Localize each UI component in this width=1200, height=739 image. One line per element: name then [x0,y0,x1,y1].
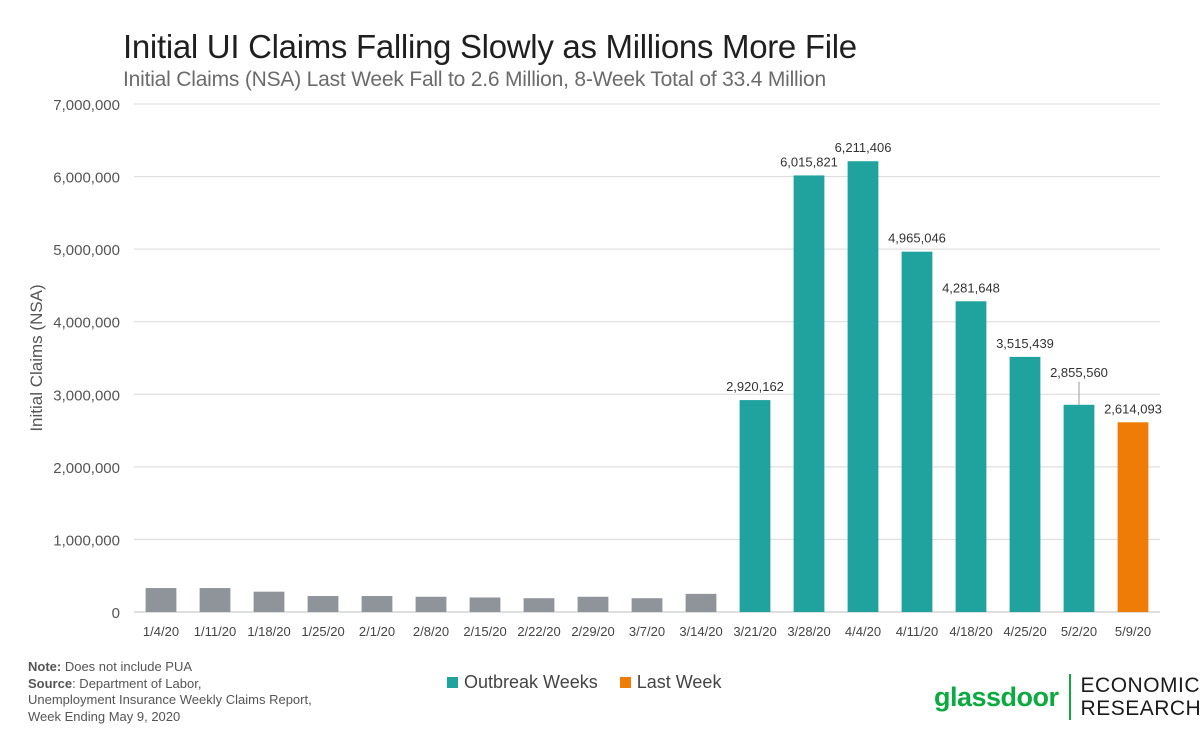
data-label: 6,211,406 [835,140,892,155]
x-tick-label: 5/2/20 [1061,624,1097,639]
logo-line-2: RESEARCH [1080,697,1200,720]
glassdoor-logo: glassdoor ECONOMIC RESEARCH [934,674,1200,720]
data-label: 4,965,046 [888,231,946,246]
x-tick-label: 3/28/20 [787,624,830,639]
bar [1009,356,1041,612]
bars [145,161,1149,613]
bar [793,175,825,612]
chart-subtitle: Initial Claims (NSA) Last Week Fall to 2… [123,68,826,91]
x-tick-label: 1/4/20 [143,624,179,639]
y-tick-label: 3,000,000 [53,387,120,404]
bar [1117,422,1149,612]
logo-wordmark: glassdoor [934,681,1059,712]
bar [253,591,285,612]
x-tick-label: 2/8/20 [413,624,449,639]
y-tick-label: 2,000,000 [53,460,120,477]
x-tick-label: 2/29/20 [571,624,614,639]
bar [685,593,717,612]
bar [307,596,339,612]
y-axis-ticks: 0 1,000,000 2,000,000 3,000,000 4,000,000 5,0… [53,97,120,622]
data-label: 2,614,093 [1104,401,1162,416]
legend-label-last-week: Last Week [636,672,722,692]
legend-swatch-outbreak [447,677,458,688]
bar [523,598,555,612]
source-label: Source [28,675,73,691]
x-axis-ticks: 1/4/20 1/11/20 1/18/20 1/25/20 2/1/20 2/8/20 2… [143,624,1151,639]
x-tick-label: 2/1/20 [359,624,395,639]
data-label: 6,015,821 [780,154,838,169]
source-line-3: Unemployment Insurance Weekly Claims Rep… [28,692,312,707]
x-tick-label: 3/7/20 [629,624,665,639]
legend-item-last-week: Last Week [619,672,722,693]
x-tick-label: 5/9/20 [1115,624,1151,639]
x-tick-label: 3/14/20 [679,624,722,639]
y-tick-label: 6,000,000 [53,170,120,187]
y-tick-label: 5,000,000 [53,242,120,259]
logo-line-1: ECONOMIC [1080,674,1200,697]
logo-economic-research: ECONOMIC RESEARCH [1081,674,1200,720]
data-label: 3,515,439 [996,336,1054,351]
y-tick-label: 4,000,000 [53,315,120,332]
chart-title: Initial UI Claims Falling Slowly as Mill… [123,28,857,65]
bar [199,588,231,612]
bar-chart: 0 1,000,000 2,000,000 3,000,000 4,000,000 5,0… [27,97,1162,639]
logo-divider [1068,674,1071,720]
note-label: Note: [28,659,62,674]
bar [469,597,501,612]
legend-swatch-last-week [619,677,631,688]
bar [955,301,987,612]
x-tick-label: 4/18/20 [949,624,992,639]
y-tick-label: 7,000,000 [53,97,120,114]
y-tick-label: 1,000,000 [53,532,120,549]
gridlines [134,103,1160,613]
y-axis-label: Initial Claims (NSA) [27,284,46,431]
source-text: : Department of Labor, [72,675,202,691]
bar [361,596,393,612]
x-tick-label: 3/21/20 [733,624,776,639]
bar [739,400,771,612]
bar [145,588,177,612]
footnote: Note: Does not include PUA Source: Depar… [28,659,312,725]
x-tick-label: 2/15/20 [463,624,506,639]
data-label: 2,855,560 [1050,365,1108,380]
legend-label-outbreak: Outbreak Weeks [464,672,598,692]
bar [847,161,879,612]
bar [631,598,663,612]
source-line-4: Week Ending May 9, 2020 [28,708,181,724]
note-text: Does not include PUA [61,659,193,674]
legend: Outbreak Weeks Last Week [447,672,721,693]
data-label: 4,281,648 [942,280,1000,295]
data-label: 2,920,162 [726,379,784,394]
x-tick-label: 2/22/20 [517,624,560,639]
bar [415,596,447,612]
legend-item-outbreak: Outbreak Weeks [447,672,598,693]
x-tick-label: 4/25/20 [1003,624,1046,639]
x-tick-label: 1/25/20 [301,624,344,639]
bar [901,251,933,613]
bar [1063,404,1095,612]
x-tick-label: 1/18/20 [247,624,290,639]
bar [577,596,609,612]
x-tick-label: 4/4/20 [845,624,881,639]
y-tick-label: 0 [112,605,120,622]
x-tick-label: 4/11/20 [896,624,938,639]
x-tick-label: 1/11/20 [194,624,236,639]
